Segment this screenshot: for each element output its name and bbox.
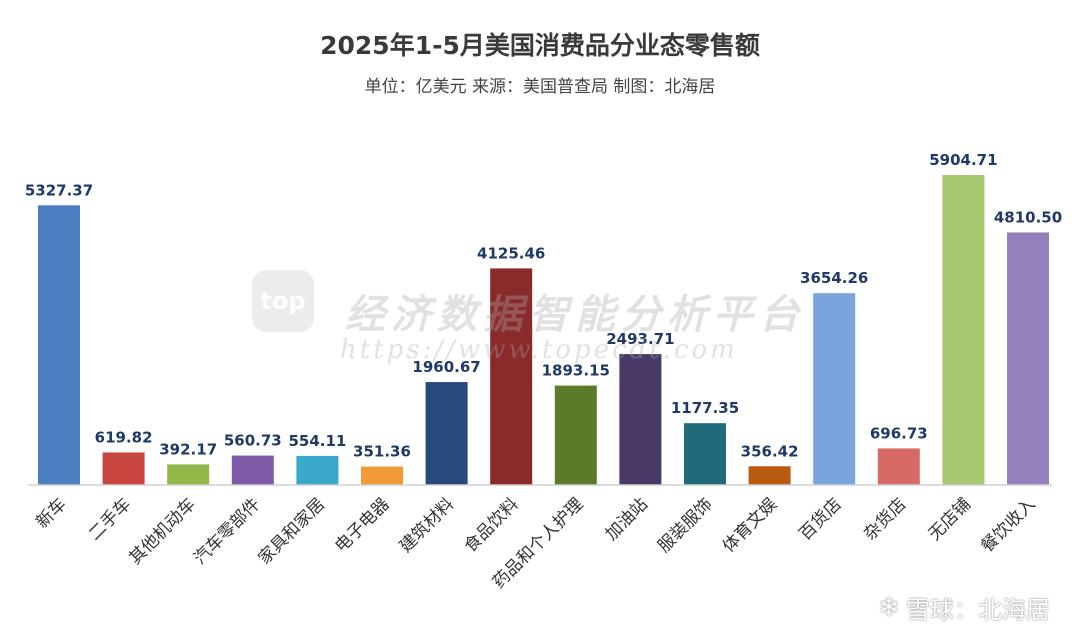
category-label-9: 加油站 bbox=[602, 494, 652, 544]
value-label-3: 560.73 bbox=[224, 432, 282, 450]
category-label-10: 服装服饰 bbox=[654, 494, 716, 556]
value-label-1: 619.82 bbox=[95, 428, 153, 446]
category-label-12: 百货店 bbox=[796, 494, 846, 544]
bar-7 bbox=[490, 268, 533, 485]
value-label-7: 4125.46 bbox=[477, 244, 545, 262]
value-label-2: 392.17 bbox=[159, 440, 217, 458]
footer-brand: ❄ 雪球：北海居 bbox=[878, 590, 1050, 625]
category-label-6: 建筑材料 bbox=[396, 494, 458, 556]
watermark-logo: top bbox=[252, 270, 314, 332]
category-label-7: 食品饮料 bbox=[461, 494, 523, 556]
value-label-14: 5904.71 bbox=[929, 151, 997, 169]
bar-11 bbox=[748, 466, 791, 485]
bar-14 bbox=[942, 175, 985, 485]
category-label-13: 杂货店 bbox=[860, 494, 910, 544]
value-label-6: 1960.67 bbox=[412, 358, 480, 376]
bar-4 bbox=[296, 455, 339, 485]
bar-10 bbox=[684, 423, 726, 485]
value-label-10: 1177.35 bbox=[671, 399, 739, 417]
bar-13 bbox=[877, 448, 920, 485]
category-label-1: 二手车 bbox=[85, 494, 135, 544]
bar-9 bbox=[619, 354, 662, 485]
bar-15 bbox=[1007, 232, 1049, 485]
bar-8 bbox=[554, 385, 597, 485]
bar-0 bbox=[38, 205, 80, 485]
chart-title: 2025年1-5月美国消费品分业态零售额 bbox=[320, 31, 760, 60]
watermark-text: 经济数据智能分析平台 bbox=[345, 292, 805, 338]
bar-3 bbox=[231, 455, 274, 485]
category-label-0: 新车 bbox=[32, 494, 70, 532]
chart-subtitle: 单位：亿美元 来源：美国普查局 制图：北海居 bbox=[364, 77, 716, 97]
bar-5 bbox=[361, 466, 403, 485]
bar-6 bbox=[425, 382, 468, 485]
category-label-4: 家具和家居 bbox=[255, 494, 329, 568]
watermark-url: https://www.topecdt.com bbox=[340, 335, 738, 365]
category-label-2: 其他机动车 bbox=[125, 494, 199, 568]
category-label-11: 体育文娱 bbox=[719, 494, 781, 556]
value-label-5: 351.36 bbox=[353, 443, 411, 461]
value-label-11: 356.42 bbox=[741, 442, 799, 460]
footer-brand-text: 雪球：北海居 bbox=[906, 596, 1050, 624]
category-label-14: 无店铺 bbox=[925, 494, 975, 544]
value-label-0: 5327.37 bbox=[25, 181, 93, 199]
value-label-13: 696.73 bbox=[870, 424, 928, 442]
category-label-5: 电子电器 bbox=[331, 494, 393, 556]
category-label-3: 汽车零部件 bbox=[190, 494, 264, 568]
value-label-4: 554.11 bbox=[288, 432, 346, 450]
bar-2 bbox=[167, 464, 210, 485]
value-label-8: 1893.15 bbox=[542, 362, 610, 380]
value-label-15: 4810.50 bbox=[994, 208, 1062, 226]
value-label-9: 2493.71 bbox=[606, 330, 674, 348]
bar-12 bbox=[813, 293, 856, 485]
snowball-icon: ❄ bbox=[878, 592, 900, 623]
bar-1 bbox=[102, 452, 145, 485]
value-label-12: 3654.26 bbox=[800, 269, 868, 287]
category-label-15: 餐饮收入 bbox=[977, 494, 1039, 556]
